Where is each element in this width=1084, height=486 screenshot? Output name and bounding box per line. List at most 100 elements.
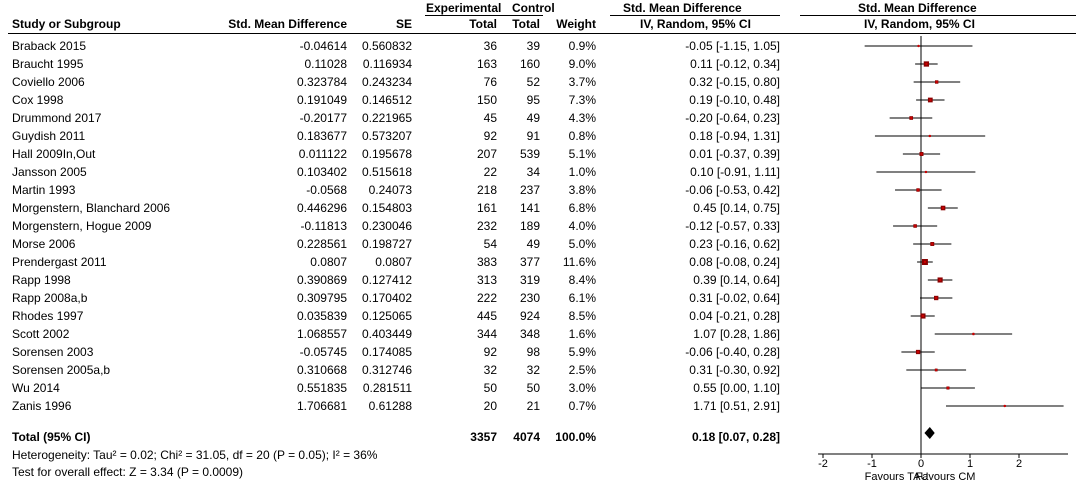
study-ci: 0.55 [0.00, 1.10] [693,381,780,395]
point-estimate [923,260,927,264]
study-exp-total: 45 [483,111,497,125]
study-name: Wu 2014 [12,381,60,395]
point-estimate [931,242,934,246]
study-se: 0.127412 [361,273,412,287]
favours-left-label: Favours TAU [865,471,929,483]
study-exp-total: 54 [483,237,497,251]
study-ctrl-total: 230 [519,291,540,305]
study-ctrl-total: 319 [519,273,540,287]
study-weight: 4.0% [568,219,596,233]
study-exp-total: 32 [483,363,497,377]
study-name: Morgenstern, Hogue 2009 [12,219,152,233]
study-name: Jansson 2005 [12,165,87,179]
study-name: Rapp 2008a,b [12,291,88,305]
study-ctrl-total: 98 [526,345,540,359]
study-weight: 7.3% [568,93,596,107]
study-weight: 2.5% [568,363,596,377]
study-smd: 0.183677 [296,129,347,143]
point-estimate [924,170,928,174]
study-exp-total: 222 [476,291,497,305]
study-ctrl-total: 52 [526,75,540,89]
study-smd: 0.011122 [298,147,347,161]
study-smd: 0.309795 [296,291,347,305]
study-weight: 0.7% [568,399,596,413]
study-exp-total: 92 [483,345,497,359]
study-ctrl-total: 189 [519,219,540,233]
study-se: 0.146512 [361,93,412,107]
study-ctrl-total: 39 [526,39,540,53]
total-exp: 3357 [470,430,497,444]
study-exp-total: 218 [476,183,497,197]
control-header: Control [512,1,555,15]
table-row: Morgenstern, Hogue 2009 -0.11813 0.230046 2… [0,217,790,235]
study-name: Morgenstern, Blanchard 2006 [12,201,171,215]
table-row: Rhodes 1997 0.035839 0.125065 445 924 8.5% 0.0… [0,307,790,325]
study-se: 0.403449 [361,327,412,341]
study-ci: 0.10 [-0.91, 1.11] [690,165,780,179]
point-estimate [938,278,942,282]
study-smd: 0.103402 [296,165,347,179]
study-weight: 5.1% [568,147,596,161]
total-ci: 0.18 [0.07, 0.28] [691,430,780,444]
study-se: 0.170402 [361,291,412,305]
study-se: 0.573207 [361,129,412,143]
smd-underline [610,15,780,16]
study-se: 0.281511 [362,381,412,395]
col-weight-header: Weight [556,17,596,31]
study-ctrl-total: 95 [526,93,540,107]
x-tick-label: -2 [818,458,828,470]
study-name: Braucht 1995 [12,57,84,71]
point-estimate [916,188,920,192]
table-row: Morse 2006 0.228561 0.198727 54 49 5.0% 0.23 [… [0,235,790,253]
table-row: Rapp 2008a,b 0.309795 0.170402 222 230 6.1% 0.… [0,289,790,307]
study-ci: 0.32 [-0.15, 0.80] [689,75,780,89]
col-plot-header: IV, Random, 95% CI [864,17,975,31]
study-weight: 11.6% [562,255,596,269]
point-estimate [1003,404,1006,408]
study-smd: 0.323784 [296,75,347,89]
study-exp-total: 207 [476,147,497,161]
study-se: 0.198727 [361,237,412,251]
smd-top-header: Std. Mean Difference [623,1,742,15]
study-exp-total: 92 [483,129,497,143]
x-tick-label: 0 [918,458,924,470]
study-ci: 1.07 [0.28, 1.86] [693,327,780,341]
study-ctrl-total: 237 [519,183,540,197]
table-row: Braucht 1995 0.11028 0.116934 163 160 9.0% 0.1… [0,55,790,73]
study-ci: 0.39 [0.14, 0.64] [693,273,780,287]
study-name: Sorensen 2003 [12,345,94,359]
favours-right-label: Favours CM [916,471,976,483]
study-name: Scott 2002 [12,327,70,341]
overall-effect-note: Test for overall effect: Z = 3.34 (P = 0… [12,465,244,479]
study-name: Sorensen 2005a,b [12,363,111,377]
total-ctrl: 4074 [513,430,540,444]
study-ctrl-total: 32 [526,363,540,377]
study-ci: 0.18 [-0.94, 1.31] [689,129,780,143]
col-se-header: SE [395,17,412,31]
study-ctrl-total: 21 [526,399,540,413]
study-exp-total: 445 [476,309,497,323]
study-ci: 0.19 [-0.10, 0.48] [689,93,780,107]
study-exp-total: 36 [483,39,497,53]
point-estimate [916,350,920,354]
col-study-header: Study or Subgroup [12,17,121,31]
study-weight: 6.8% [568,201,596,215]
point-estimate [941,206,945,210]
point-estimate [921,314,925,318]
study-ci: 0.31 [-0.30, 0.92] [689,363,780,377]
study-name: Hall 2009In,Out [12,147,96,161]
study-smd: 0.551835 [296,381,347,395]
study-exp-total: 344 [476,327,497,341]
plot-underline [800,15,1076,16]
study-exp-total: 313 [476,273,497,287]
study-ctrl-total: 34 [526,165,540,179]
study-exp-total: 50 [483,381,497,395]
study-ctrl-total: 348 [519,327,540,341]
study-exp-total: 232 [476,219,497,233]
study-smd: -0.11813 [300,219,347,233]
total-weight: 100.0% [555,430,596,444]
table-row: Prendergast 2011 0.0807 0.0807 383 377 11.6% 0… [0,253,790,271]
study-ctrl-total: 91 [526,129,540,143]
study-weight: 3.8% [568,183,596,197]
study-ci: 0.04 [-0.21, 0.28] [689,309,780,323]
